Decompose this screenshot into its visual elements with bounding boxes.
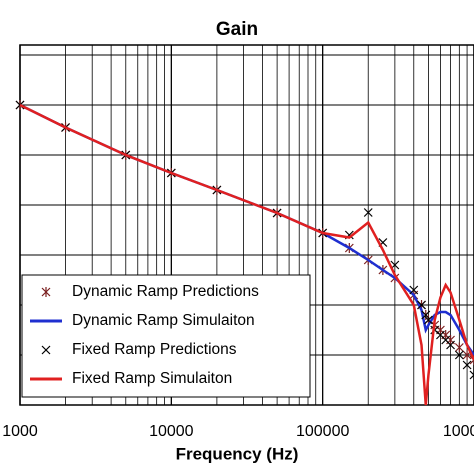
x-tick-label: 1000000 [443,423,474,440]
marker [424,315,433,325]
marker-stroke [363,208,373,217]
marker-stroke [469,370,474,376]
legend-label: Dynamic Ramp Simulaiton [72,312,255,329]
marker-stroke [446,340,455,350]
marker [469,355,474,365]
marker-stroke [441,335,451,345]
x-tick-label: 100000 [296,423,349,440]
marker-stroke [421,310,431,320]
series-line [19,103,474,406]
marker-stroke [436,330,445,340]
marker [421,310,431,320]
legend-box [21,274,311,398]
marker-stroke [41,345,51,355]
marker-stroke [454,350,464,360]
marker [417,300,426,310]
marker [454,350,464,360]
marker-stroke [462,360,472,370]
legend-label: Fixed Ramp Simulaiton [72,370,232,387]
legend-label: Dynamic Ramp Predictions [72,283,259,300]
x-tick-label: 1000 [2,423,38,440]
marker-stroke [417,300,426,310]
legend-swatch [41,345,51,355]
marker-stroke [469,374,474,380]
marker [446,340,455,350]
x-axis-label: Frequency (Hz) [176,444,299,463]
x-tick-label: 10000 [149,423,194,440]
marker [462,360,472,370]
marker-stroke [409,285,419,295]
marker-stroke [469,355,474,361]
marker-stroke [469,359,474,365]
marker-stroke [424,315,433,325]
marker [454,342,464,353]
plot-frame [19,44,474,406]
marker [363,208,373,217]
chart-title: Gain [216,19,258,40]
marker [446,335,455,345]
marker [409,285,419,295]
marker [469,370,474,380]
legend-swatch [41,287,51,297]
legend-label: Fixed Ramp Predictions [72,341,237,358]
